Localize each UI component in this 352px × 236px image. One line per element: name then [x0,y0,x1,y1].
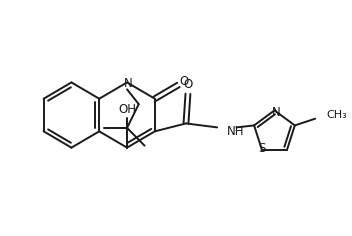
Text: S: S [258,142,265,155]
Text: OH: OH [118,103,136,116]
Text: NH: NH [227,125,244,138]
Text: N: N [124,77,132,90]
Text: O: O [183,78,193,91]
Text: CH₃: CH₃ [326,110,347,120]
Text: O: O [180,75,189,88]
Text: N: N [272,106,281,119]
